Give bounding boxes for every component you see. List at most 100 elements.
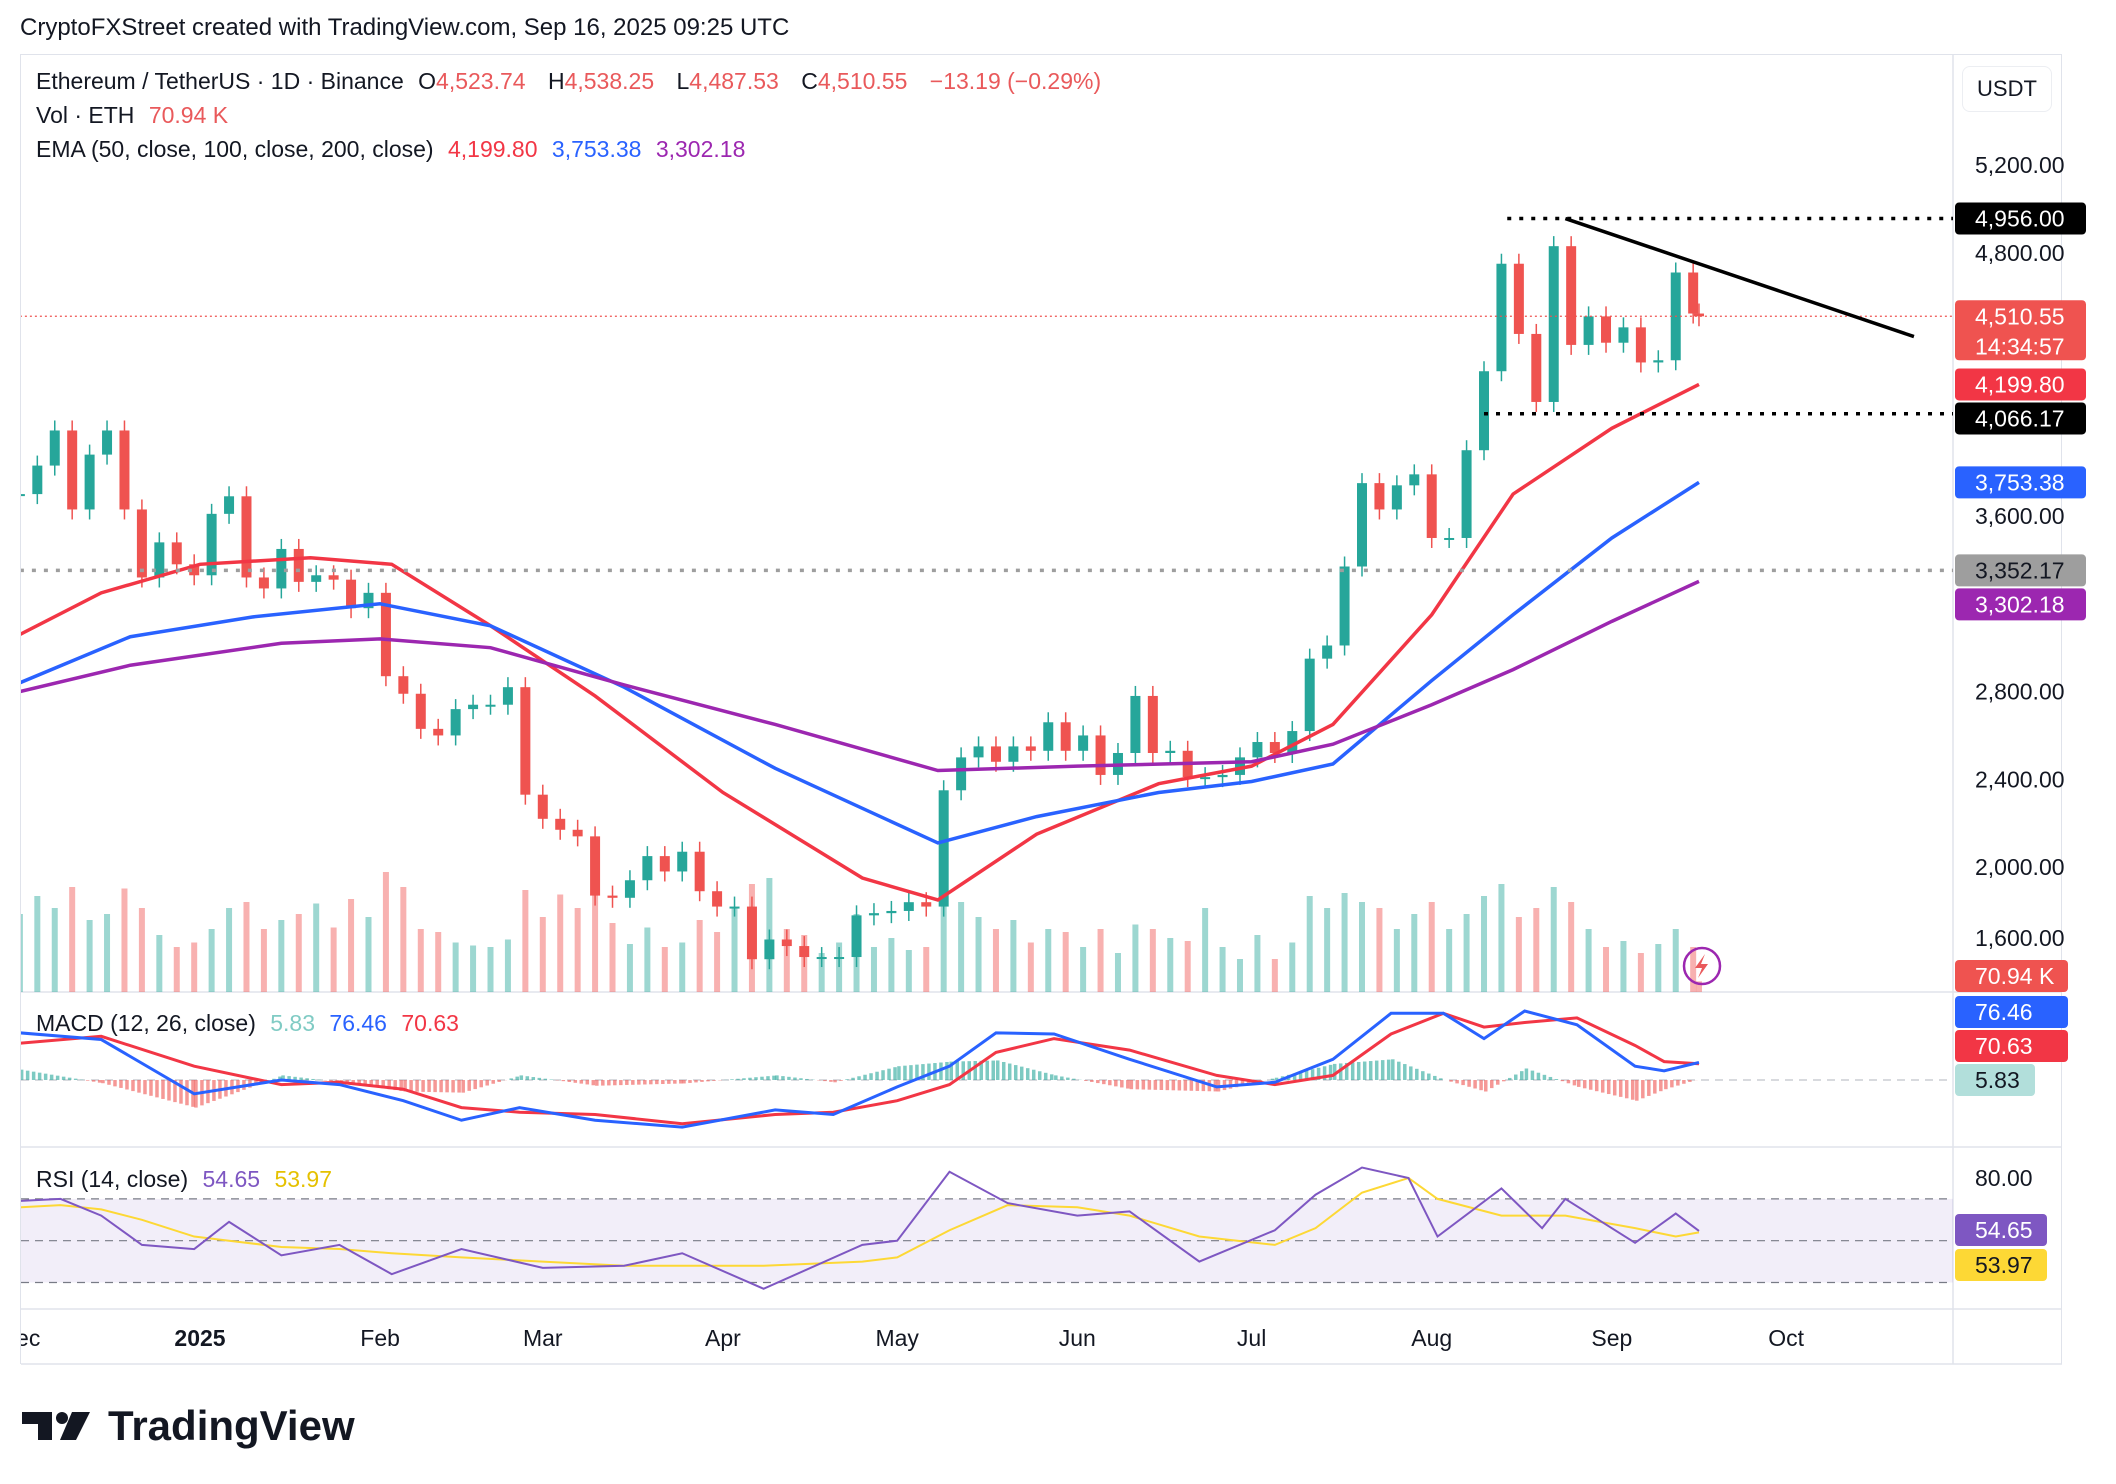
- macd-histogram-bar: [479, 1080, 483, 1088]
- volume-bar: [644, 927, 651, 992]
- candle-body: [450, 709, 461, 736]
- macd-histogram-bar: [1560, 1080, 1565, 1082]
- candle-body: [1409, 474, 1420, 486]
- macd-histogram-bar: [1195, 1080, 1200, 1091]
- lightning-glyph: [1695, 954, 1708, 978]
- ema-line: [21, 480, 1700, 845]
- macd-histogram-bar: [37, 1072, 42, 1080]
- macd-histogram-bar: [357, 1080, 361, 1085]
- volume-bar: [173, 947, 180, 992]
- candle-body: [990, 746, 1001, 762]
- macd-histogram-bar: [567, 1080, 572, 1082]
- candle-body: [659, 856, 670, 872]
- volume-bar: [1393, 929, 1400, 992]
- volume-bar: [557, 894, 564, 992]
- candle-body: [816, 957, 827, 960]
- macd-histogram-bar: [845, 1079, 849, 1080]
- macd-histogram-bar: [305, 1078, 309, 1080]
- candle-body: [84, 454, 95, 510]
- lightning-icon[interactable]: [1682, 946, 1722, 986]
- macd-histogram-bar: [1606, 1080, 1611, 1095]
- macd-histogram-bar: [1433, 1075, 1437, 1080]
- macd-histogram-bar: [1135, 1080, 1140, 1090]
- candle-body: [415, 693, 426, 729]
- macd-histogram-bar: [1332, 1063, 1337, 1080]
- macd-histogram-bar: [1688, 1080, 1692, 1082]
- macd-histogram-bar: [1514, 1074, 1518, 1080]
- macd-histogram-bar: [893, 1067, 897, 1080]
- macd-histogram-bar: [21, 1069, 24, 1080]
- ema-line: [21, 382, 1700, 902]
- volume-bar: [1045, 929, 1052, 992]
- time-tick-label: Dec: [0, 1325, 40, 1351]
- macd-histogram-bar: [519, 1075, 524, 1080]
- volume-bar: [731, 908, 738, 992]
- volume-bar: [86, 920, 93, 992]
- volume-bar: [1655, 944, 1662, 992]
- macd-histogram-bar: [805, 1078, 809, 1080]
- legend-main: Ethereum / TetherUS · 1D · Binance O4,52…: [36, 68, 1109, 95]
- macd-histogram-bar: [61, 1076, 66, 1080]
- candle-body: [921, 902, 932, 907]
- macd-label[interactable]: MACD (12, 26, close): [36, 1010, 256, 1036]
- macd-histogram-bar: [1554, 1079, 1559, 1080]
- macd-histogram-bar: [403, 1080, 407, 1092]
- tradingview-logo[interactable]: TradingView: [22, 1402, 355, 1450]
- time-tick-label: Jul: [1237, 1325, 1266, 1351]
- macd-histogram-bar: [461, 1080, 465, 1093]
- currency-button[interactable]: USDT: [1962, 66, 2052, 112]
- candle-body: [677, 851, 688, 872]
- rsi-label[interactable]: RSI (14, close): [36, 1166, 189, 1192]
- tradingview-logo-icon: [22, 1412, 90, 1440]
- volume-bar: [400, 887, 407, 992]
- candle-body: [694, 851, 705, 892]
- macd-histogram-bar: [433, 1080, 437, 1093]
- macd-histogram-bar: [875, 1071, 879, 1080]
- macd-histogram-bar: [823, 1080, 827, 1082]
- candle-body: [537, 794, 548, 819]
- macd-histogram-bar: [1600, 1080, 1605, 1093]
- candle-body: [799, 946, 810, 958]
- volume-bar: [975, 917, 982, 992]
- close-label: C: [801, 68, 818, 94]
- macd-histogram-bar: [787, 1076, 791, 1080]
- candle-body: [502, 687, 513, 705]
- macd-histogram-bar: [881, 1070, 885, 1080]
- price-tag: 3,753.38: [1975, 469, 2065, 495]
- volume-bar: [1167, 938, 1174, 992]
- logo-text: TradingView: [108, 1402, 355, 1449]
- ema-label[interactable]: EMA (50, close, 100, close, 200, close): [36, 136, 434, 162]
- macd-histogram-bar: [748, 1077, 752, 1080]
- symbol-title[interactable]: Ethereum / TetherUS · 1D · Binance: [36, 68, 404, 94]
- volume-bar: [1359, 902, 1365, 992]
- volume-bar: [1080, 947, 1087, 992]
- macd-histogram-bar: [775, 1075, 779, 1080]
- macd-histogram-bar: [1635, 1080, 1639, 1101]
- macd-histogram-bar: [619, 1080, 623, 1086]
- macd-histogram-bar: [1415, 1068, 1419, 1080]
- macd-histogram-bar: [637, 1080, 641, 1085]
- candle-body: [102, 430, 113, 455]
- time-tick-label: Oct: [1768, 1325, 1804, 1351]
- price-tick-label: 2,400.00: [1975, 766, 2065, 792]
- volume-bar: [522, 890, 529, 992]
- candle-body: [956, 757, 967, 791]
- macd-histogram-bar: [119, 1080, 123, 1088]
- candle-body: [119, 430, 130, 510]
- candle-body: [1531, 333, 1542, 402]
- volume-label[interactable]: Vol · ETH: [36, 102, 135, 128]
- price-tag: 3,352.17: [1975, 557, 2065, 583]
- volume-bar: [504, 939, 511, 992]
- macd-histogram-bar: [1502, 1080, 1506, 1082]
- time-tick-label: Jun: [1059, 1325, 1096, 1351]
- macd-histogram-bar: [1386, 1059, 1391, 1080]
- candle-body: [1252, 742, 1263, 758]
- macd-histogram-bar: [863, 1074, 867, 1080]
- macd-histogram-bar: [525, 1076, 530, 1080]
- macd-histogram-bar: [149, 1080, 153, 1096]
- macd-tag-bg: [1955, 996, 2068, 1028]
- macd-histogram-bar: [903, 1065, 907, 1080]
- volume-bar: [905, 950, 912, 992]
- macd-histogram-bar: [1520, 1071, 1524, 1080]
